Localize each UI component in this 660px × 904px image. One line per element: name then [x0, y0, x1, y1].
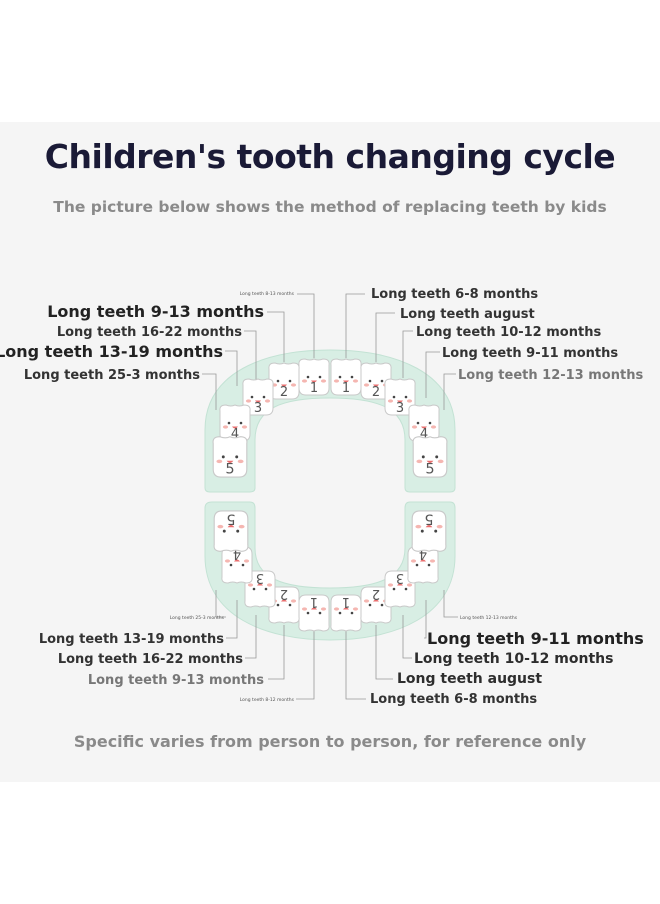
svg-text:5: 5 [425, 461, 434, 478]
lower-teeth: 1 1 2 2 3 3 4 4 5 5 [213, 510, 447, 632]
upper-label: Long teeth 25-3 months [24, 368, 200, 383]
upper-tooth: 1 [330, 358, 362, 396]
svg-text:3: 3 [254, 401, 262, 416]
upper-tooth: 5 [212, 436, 248, 478]
svg-text:1: 1 [342, 381, 350, 396]
lower-label: Long teeth 6-8 months [370, 692, 537, 707]
lower-labels: Long teeth 25-3 months Long teeth 13-19 … [39, 615, 644, 707]
lower-tooth: 5 [411, 510, 447, 552]
svg-text:5: 5 [226, 510, 235, 527]
upper-tooth: 4 [408, 404, 440, 442]
lower-label: Long teeth 8-12 months [240, 697, 295, 703]
svg-text:2: 2 [280, 385, 288, 400]
upper-label: Long teeth 6-8 months [371, 287, 538, 302]
upper-tooth: 3 [242, 378, 274, 416]
svg-text:2: 2 [372, 385, 380, 400]
upper-tooth: 5 [412, 436, 448, 478]
svg-text:4: 4 [419, 546, 427, 561]
upper-label: Long teeth august [400, 307, 535, 322]
lower-tooth: 1 [330, 594, 362, 632]
upper-label: Long teeth 16-22 months [57, 325, 242, 340]
page-subtitle: The picture below shows the method of re… [53, 198, 607, 216]
upper-tooth: 1 [298, 358, 330, 396]
upper-label: Long teeth 8-13 months [240, 291, 295, 297]
lower-tooth: 4 [221, 546, 253, 584]
infographic-panel [0, 122, 660, 782]
lower-label: Long teeth 10-12 months [414, 651, 613, 667]
svg-text:3: 3 [396, 401, 404, 416]
lower-leader-lines [215, 590, 458, 700]
svg-text:1: 1 [342, 594, 350, 609]
svg-text:4: 4 [420, 427, 428, 442]
lower-label: Long teeth 12-13 months [460, 615, 518, 621]
lower-tooth: 3 [244, 570, 276, 608]
upper-label: Long teeth 13-19 months [0, 342, 223, 361]
upper-tooth: 4 [219, 404, 251, 442]
upper-label: Long teeth 9-13 months [47, 302, 264, 321]
lower-label: Long teeth 9-11 months [427, 629, 644, 648]
lower-tooth: 5 [213, 510, 249, 552]
svg-text:4: 4 [233, 546, 241, 561]
page-title: Children's tooth changing cycle [44, 137, 616, 176]
svg-text:3: 3 [396, 570, 404, 585]
lower-tooth: 1 [298, 594, 330, 632]
lower-tooth: 4 [407, 546, 439, 584]
lower-tooth: 2 [268, 586, 300, 624]
lower-label: Long teeth august [397, 671, 542, 687]
upper-leader-lines [202, 293, 456, 410]
upper-label: Long teeth 9-11 months [442, 346, 618, 361]
upper-label: Long teeth 12-13 months [458, 368, 643, 383]
svg-text:3: 3 [256, 570, 264, 585]
svg-text:1: 1 [310, 594, 318, 609]
upper-teeth: 1 1 2 2 3 3 4 4 5 5 [212, 358, 448, 478]
upper-tooth: 2 [360, 362, 392, 400]
svg-text:1: 1 [310, 381, 318, 396]
upper-label: Long teeth 10-12 months [416, 325, 601, 340]
lower-label: Long teeth 16-22 months [58, 652, 243, 667]
lower-label: Long teeth 25-3 months [170, 615, 225, 621]
footer-note: Specific varies from person to person, f… [73, 732, 587, 751]
svg-text:2: 2 [280, 586, 288, 601]
lower-tooth: 3 [384, 570, 416, 608]
svg-text:2: 2 [372, 586, 380, 601]
upper-tooth: 3 [384, 378, 416, 416]
svg-text:5: 5 [225, 461, 234, 478]
lower-label: Long teeth 9-13 months [88, 673, 264, 688]
upper-tooth: 2 [268, 362, 300, 400]
svg-text:4: 4 [231, 427, 239, 442]
lower-tooth: 2 [360, 586, 392, 624]
lower-label: Long teeth 13-19 months [39, 632, 224, 647]
svg-text:5: 5 [424, 510, 433, 527]
upper-labels: Long teeth 8-13 months Long teeth 9-13 m… [0, 287, 643, 383]
